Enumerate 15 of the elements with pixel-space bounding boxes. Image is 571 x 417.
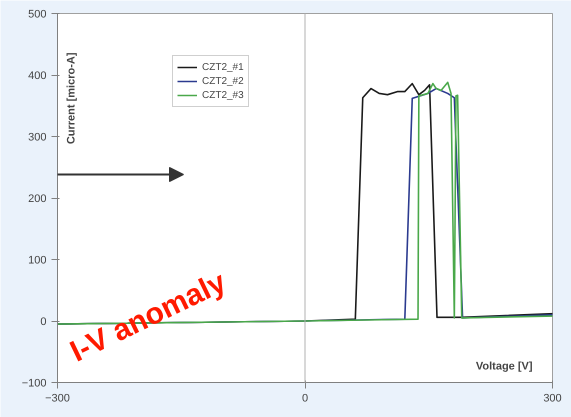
y-tick-label: 400 xyxy=(28,70,47,82)
x-tick-label: −300 xyxy=(45,392,70,404)
y-tick-label: 0 xyxy=(40,316,47,328)
legend-label: CZT2_#1 xyxy=(202,60,244,74)
y-tick-label: 200 xyxy=(28,193,47,205)
legend-label: CZT2_#2 xyxy=(202,74,244,88)
y-tick-label: −100 xyxy=(22,378,47,390)
y-axis-title: Current [micro-A] xyxy=(66,52,78,144)
y-tick-label: 300 xyxy=(28,132,47,144)
x-axis-title: Voltage [V] xyxy=(476,360,533,372)
x-tick-label: 0 xyxy=(302,392,308,404)
y-tick-label: 500 xyxy=(28,8,47,20)
legend-label: CZT2_#3 xyxy=(202,88,244,102)
y-tick-label: 100 xyxy=(28,254,47,266)
x-tick-label: 300 xyxy=(543,392,562,404)
